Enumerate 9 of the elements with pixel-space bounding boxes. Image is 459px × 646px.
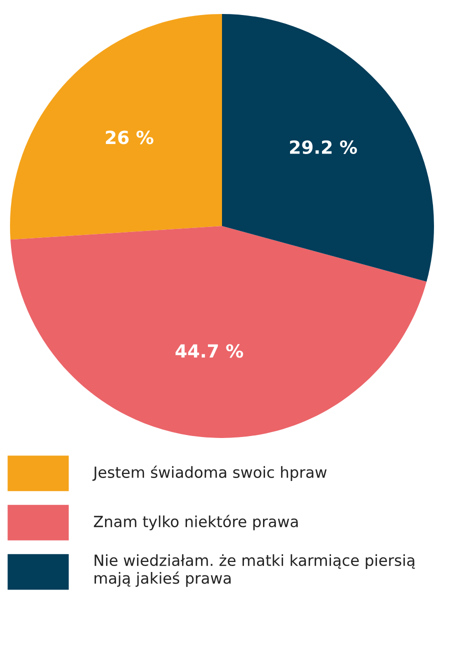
- data-label: 26 %: [106, 130, 154, 144]
- legend-label: Nie wiedziałam. że matki karmiące piersią mają jakieś prawa: [94, 554, 415, 587]
- pie-slice: [10, 14, 222, 240]
- data-label: 44.7 %: [176, 344, 244, 358]
- pie-slice: [222, 14, 434, 282]
- pie-slice: [10, 226, 427, 438]
- data-label: 29.2 %: [290, 140, 357, 154]
- legend-label: Znam tylko niektóre prawa: [94, 514, 298, 530]
- legend-label: Jestem świadoma swoic hpraw: [92, 466, 327, 481]
